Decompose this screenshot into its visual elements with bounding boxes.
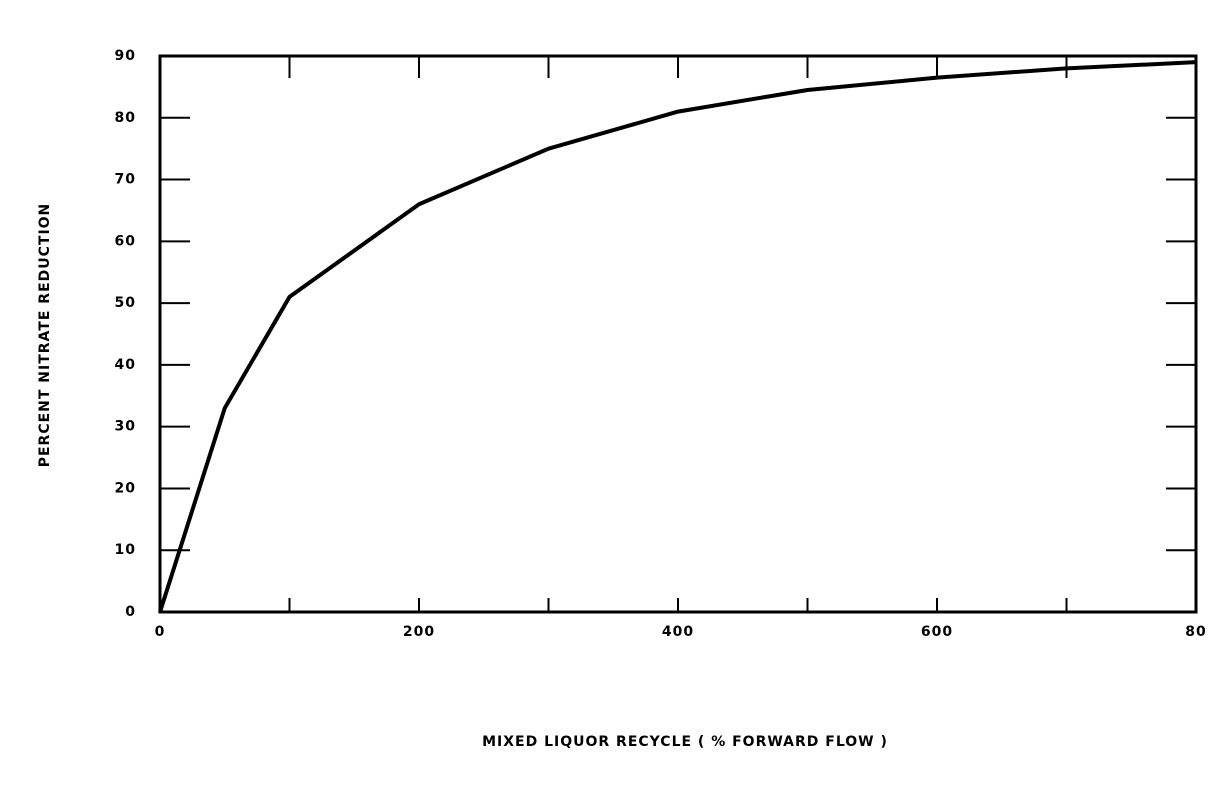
- y-tick-label: 40: [115, 357, 136, 373]
- y-tick-label: 10: [115, 542, 136, 558]
- x-axis-label: MIXED LIQUOR RECYCLE ( % FORWARD FLOW ): [482, 734, 888, 750]
- y-tick-label: 50: [115, 295, 136, 311]
- x-tick-label: 80: [1185, 624, 1206, 640]
- data-line: [158, 60, 1197, 613]
- y-tick-label: 90: [115, 48, 136, 64]
- y-tick-label: 60: [115, 233, 136, 249]
- plot-frame: [158, 54, 1198, 614]
- x-tick-label: 400: [662, 624, 694, 640]
- x-tick-label: 600: [921, 624, 953, 640]
- y-tick-label: 30: [115, 419, 136, 435]
- y-axis-label: PERCENT NITRATE REDUCTION: [37, 203, 53, 468]
- x-tick-label: 0: [155, 624, 166, 640]
- y-tick-label: 20: [115, 480, 136, 496]
- y-tick-label: 70: [115, 172, 136, 188]
- y-tick-label: 80: [115, 110, 136, 126]
- x-tick-label: 200: [403, 624, 435, 640]
- y-tick-label: 0: [125, 604, 136, 620]
